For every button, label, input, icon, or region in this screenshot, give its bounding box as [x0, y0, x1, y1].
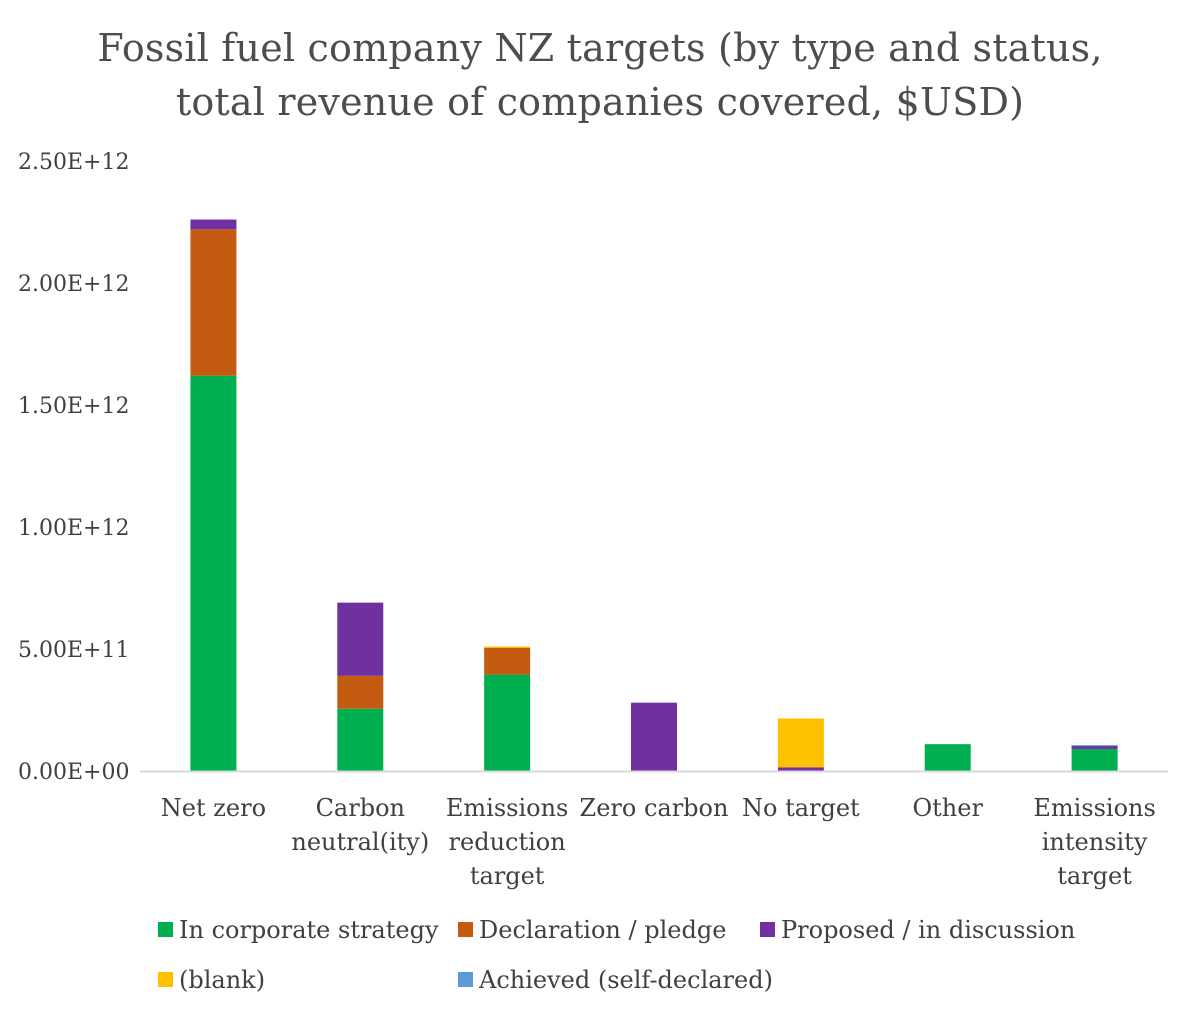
bar-segment: [777, 767, 824, 771]
bar-segment: [1071, 745, 1118, 750]
bar-segment: [190, 375, 237, 771]
x-tick-label: Zero carbon: [580, 794, 729, 822]
x-tick-label: target: [470, 862, 545, 890]
y-tick-label: 1.50E+12: [18, 394, 129, 419]
x-tick-label: Other: [912, 794, 983, 822]
x-tick-label: neutral(ity): [291, 828, 429, 856]
bar-segment: [631, 702, 677, 771]
bar-segment: [484, 646, 531, 648]
bar-segment: [484, 674, 531, 771]
legend-item: In corporate strategy: [158, 916, 439, 944]
x-tick-label: Net zero: [161, 794, 266, 822]
bar-segment: [337, 675, 384, 709]
bar-segment: [1071, 749, 1118, 771]
chart-title-line-1: Fossil fuel company NZ targets (by type …: [97, 26, 1103, 70]
x-tick-label: intensity: [1042, 828, 1148, 856]
legend-item: Proposed / in discussion: [760, 916, 1075, 944]
chart-title-line-2: total revenue of companies covered, $USD…: [175, 80, 1025, 124]
x-tick-label: target: [1057, 862, 1132, 890]
legend-item: (blank): [158, 966, 265, 994]
x-tick-label: Emissions: [446, 794, 568, 822]
legend-swatch: [760, 922, 775, 937]
legend-label: (blank): [179, 966, 266, 994]
legend-label: Declaration / pledge: [479, 916, 727, 944]
bar-segment: [337, 708, 384, 771]
y-tick-label: 5.00E+11: [18, 638, 129, 663]
x-tick-label: reduction: [449, 828, 566, 856]
bar-segment: [777, 718, 824, 768]
legend-label: Achieved (self-declared): [479, 966, 773, 994]
legend-swatch: [158, 972, 173, 987]
legend-swatch: [458, 922, 473, 937]
x-tick-label: Carbon: [316, 794, 405, 822]
y-tick-label: 1.00E+12: [18, 516, 129, 541]
bar-segment: [924, 744, 971, 771]
x-tick-label: Emissions: [1033, 794, 1155, 822]
bar-segment: [190, 219, 237, 230]
y-tick-label: 0.00E+00: [18, 760, 129, 785]
legend-label: Proposed / in discussion: [781, 916, 1076, 944]
legend-item: Declaration / pledge: [458, 916, 726, 944]
bar-segment: [1071, 745, 1118, 747]
y-tick-label: 2.50E+12: [18, 150, 129, 175]
legend-label: In corporate strategy: [179, 916, 439, 944]
legend-swatch: [458, 972, 473, 987]
bar-segment: [484, 647, 531, 675]
bar-segment: [337, 602, 384, 676]
legend-item: Achieved (self-declared): [458, 966, 773, 994]
y-tick-label: 2.00E+12: [18, 272, 129, 297]
legend-swatch: [158, 922, 173, 937]
x-tick-label: No target: [742, 794, 860, 822]
bar-segment: [190, 229, 237, 376]
